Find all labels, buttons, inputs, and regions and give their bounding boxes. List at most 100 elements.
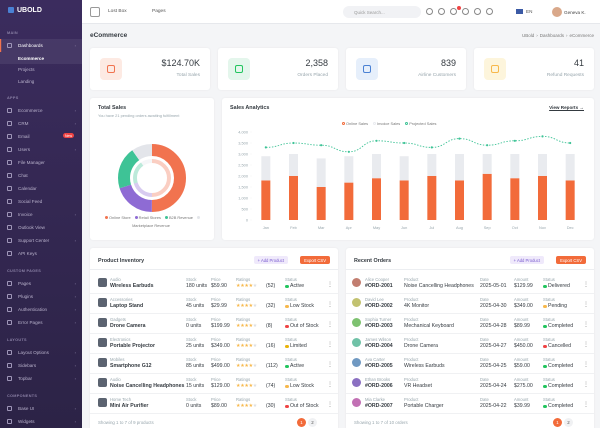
flag	[516, 9, 523, 14]
y-tick-label: 2,500	[238, 162, 249, 167]
star: ★	[248, 302, 254, 309]
page-button[interactable]: 1	[297, 418, 306, 427]
field-label: Stock	[186, 337, 197, 342]
y-tick-label: 3,500	[238, 140, 249, 145]
nav-item[interactable]: Topbar ›	[0, 372, 82, 385]
product: Portable Charger	[404, 403, 444, 409]
status: Delivered	[548, 283, 570, 289]
star: ★	[240, 302, 245, 309]
notification-dot	[457, 6, 461, 10]
chevron: ›	[74, 306, 76, 312]
star: ★	[244, 402, 249, 409]
field-label: Status	[543, 297, 555, 302]
nav-item[interactable]: File Manager	[0, 156, 82, 169]
menu-toggle[interactable]	[90, 7, 100, 17]
nav-item[interactable]: Support Center ›	[0, 234, 82, 247]
breadcrumb-separator: ›	[565, 33, 568, 38]
nav-item[interactable]: Layout Options ›	[0, 346, 82, 359]
top-icon[interactable]	[486, 8, 493, 15]
line-point	[569, 141, 572, 145]
add-button[interactable]: + Add Product	[509, 256, 544, 264]
stat-icon	[100, 58, 122, 80]
nav-item[interactable]: Ecommerce ›	[0, 104, 82, 117]
nav-label: Widgets	[18, 418, 35, 424]
customer-avatar	[352, 298, 361, 307]
field-label: Ratings	[236, 397, 251, 402]
nav-icon	[7, 185, 12, 191]
nav-item[interactable]: Landing	[0, 75, 82, 87]
top-menu[interactable]: Lost Box	[108, 9, 127, 14]
nav-item[interactable]: API Keys	[0, 247, 82, 260]
top-icon[interactable]	[462, 8, 469, 15]
star: ★	[252, 362, 258, 369]
nav-item[interactable]: Social Feed	[0, 195, 82, 208]
stat-glyph	[363, 65, 371, 73]
nav-item[interactable]: Users ›	[0, 143, 82, 156]
nav-item[interactable]: Dashboards ›	[0, 39, 82, 52]
bar	[538, 154, 547, 176]
legend-label: B2B Revenue	[168, 215, 193, 220]
page-button[interactable]: 2	[564, 418, 573, 427]
search-box[interactable]	[343, 6, 421, 18]
field-label: Stock	[186, 357, 197, 362]
field-label: Date	[480, 297, 489, 302]
row-menu: ⋮	[583, 382, 589, 388]
row-menu: ⋮	[583, 342, 589, 348]
top-menu[interactable]: Pages	[152, 9, 166, 14]
product-name: Mini Air Purifier	[110, 403, 149, 409]
nav-item[interactable]: Widgets ›	[0, 415, 82, 428]
review-count: (16)	[266, 343, 276, 349]
bar	[427, 176, 437, 220]
product-thumb	[98, 378, 107, 387]
nav-item[interactable]: Projects	[0, 64, 82, 76]
nav-item[interactable]: Sidebars ›	[0, 359, 82, 372]
field-label: Date	[480, 277, 489, 282]
view-reports-link[interactable]: View Reports →	[549, 105, 584, 110]
top-icon[interactable]	[474, 8, 481, 15]
bar	[261, 156, 271, 181]
star: ★	[252, 382, 258, 389]
row-menu: ⋮	[327, 302, 333, 308]
nav-item[interactable]: Calendar	[0, 182, 82, 195]
field-label: Product	[404, 357, 419, 362]
add-button[interactable]: + Add Product	[253, 256, 288, 264]
nav-item[interactable]: Pages ›	[0, 277, 82, 290]
nav-label: Authentication	[18, 306, 48, 312]
nav-label: Calendar	[18, 185, 37, 191]
page-button[interactable]: 2	[308, 418, 317, 427]
star: ★	[248, 322, 254, 329]
rating-stars: ★★★★★	[236, 383, 257, 389]
divider	[346, 269, 594, 270]
bar	[372, 178, 381, 220]
nav-item[interactable]: Chat	[0, 169, 82, 182]
nav-item[interactable]: Outlook View	[0, 221, 82, 234]
status: Low Stock	[290, 303, 314, 309]
row-menu: ⋮	[327, 342, 333, 348]
bar	[565, 180, 575, 220]
nav-item[interactable]: Error Pages ›	[0, 316, 82, 329]
legend-item: Projected Sales	[405, 121, 436, 126]
page-button[interactable]: 1	[553, 418, 562, 427]
status-dot	[285, 364, 289, 368]
nav-item[interactable]: Email New	[0, 130, 82, 143]
nav-item[interactable]: Invoice ›	[0, 208, 82, 221]
nav: MAIN Dashboards › Ecommerce Projects Landing A…	[0, 22, 82, 428]
avatar[interactable]	[552, 7, 562, 17]
order-id: #ORD-2003	[365, 323, 393, 329]
divider	[90, 269, 338, 270]
nav-item[interactable]: Ecommerce	[0, 52, 82, 64]
legend-dot	[164, 216, 168, 219]
nav-item[interactable]: Base UI ›	[0, 402, 82, 415]
nav-item[interactable]: Authentication ›	[0, 303, 82, 316]
nav-item[interactable]: CRM ›	[0, 117, 82, 130]
top-icon[interactable]	[450, 8, 457, 15]
top-icon[interactable]	[438, 8, 445, 15]
stock: 85 units	[186, 363, 205, 369]
breadcrumb-separator: ›	[536, 33, 538, 38]
field-label: Price	[211, 357, 221, 362]
export-button[interactable]: Export CSV	[556, 256, 586, 264]
export-button[interactable]: Export CSV	[300, 256, 330, 264]
bar	[344, 182, 354, 220]
nav-item[interactable]: Plugins ›	[0, 290, 82, 303]
top-icon[interactable]	[426, 8, 433, 15]
